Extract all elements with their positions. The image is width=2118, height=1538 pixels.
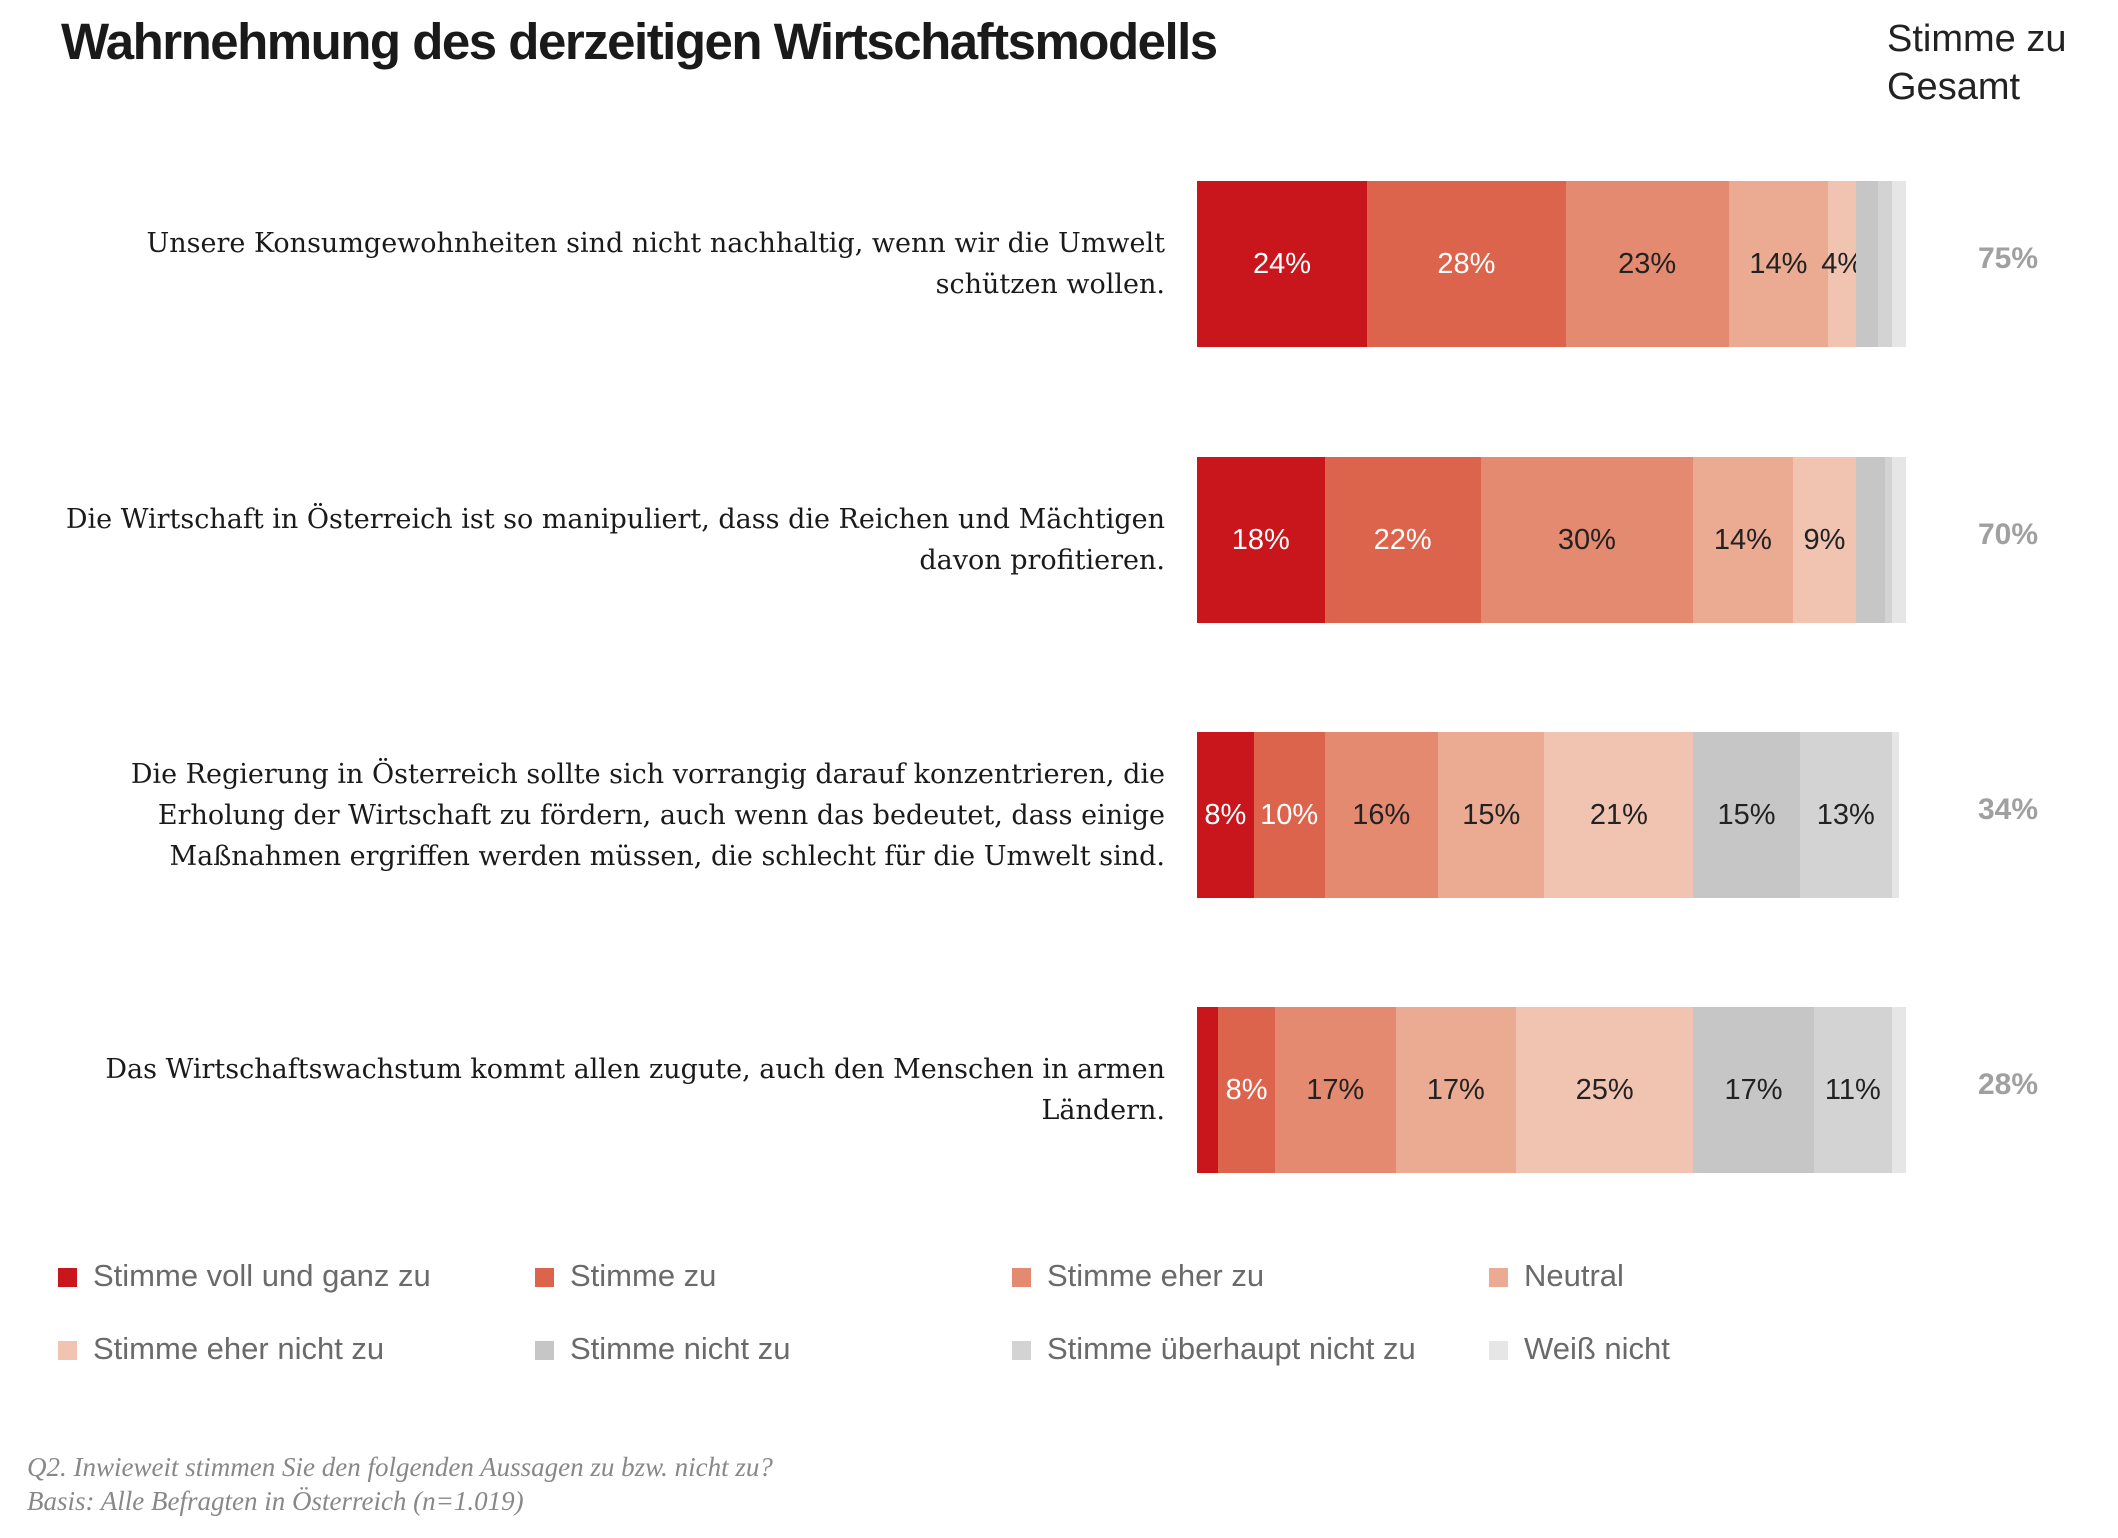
bar-segment: 30% <box>1480 457 1694 623</box>
value-label: 17% <box>1426 1073 1485 1106</box>
legend-swatch <box>535 1341 554 1360</box>
total-value: 70% <box>1977 518 2039 551</box>
bar-segment <box>1891 181 1906 347</box>
bar-segment: 17% <box>1693 1007 1814 1173</box>
bar-segment: 28% <box>1367 181 1566 347</box>
value-label: 21% <box>1589 798 1648 831</box>
value-label: 9% <box>1803 523 1846 556</box>
bar-segment: 8% <box>1218 1007 1275 1173</box>
value-label: 28% <box>1437 247 1496 280</box>
bar-segment: 17% <box>1395 1007 1517 1173</box>
bar-segment: 11% <box>1813 1007 1892 1173</box>
legend-swatch <box>1012 1341 1031 1360</box>
bar-segment <box>1856 457 1885 623</box>
total-header: Stimme zu <box>1887 18 2067 60</box>
bar-segment: 22% <box>1324 457 1481 623</box>
bar-segment: 24% <box>1197 181 1368 347</box>
value-label: 24% <box>1253 247 1312 280</box>
total-header: Gesamt <box>1887 66 2021 108</box>
value-label: 14% <box>1713 523 1772 556</box>
legend-label: Weiß nicht <box>1524 1331 1670 1366</box>
value-label: 25% <box>1575 1073 1634 1106</box>
value-label: 15% <box>1717 798 1776 831</box>
legend-swatch <box>1489 1341 1508 1360</box>
legend-swatch <box>1012 1268 1031 1287</box>
category-label: Die Regierung in Österreich sollte sich … <box>130 758 1165 872</box>
value-label: 10% <box>1260 798 1319 831</box>
legend-label: Neutral <box>1524 1258 1624 1293</box>
legend-label: Stimme überhaupt nicht zu <box>1047 1331 1416 1366</box>
legend-label: Stimme nicht zu <box>570 1331 791 1366</box>
total-value: 28% <box>1977 1068 2039 1101</box>
bar-segment <box>1197 1007 1219 1173</box>
legend-swatch <box>58 1341 77 1360</box>
value-label: 30% <box>1557 523 1616 556</box>
bar-segment <box>1891 457 1906 623</box>
bar-segment: 14% <box>1693 457 1793 623</box>
bar-segment <box>1891 732 1899 898</box>
bar-segment <box>1856 181 1878 347</box>
bar-segment: 9% <box>1792 457 1857 623</box>
footnote: Basis: Alle Befragten in Österreich (n=1… <box>27 1486 524 1516</box>
bar-segment: 13% <box>1799 732 1892 898</box>
bar-segment: 21% <box>1544 732 1694 898</box>
legend-label: Stimme zu <box>570 1258 717 1293</box>
category-label: Das Wirtschaftswachstum kommt allen zugu… <box>105 1054 1165 1126</box>
total-value: 75% <box>1977 242 2039 275</box>
category-label: Die Wirtschaft in Österreich ist so mani… <box>65 504 1165 576</box>
value-label: 18% <box>1231 523 1290 556</box>
bar-segment: 15% <box>1693 732 1800 898</box>
bar-segment <box>1884 457 1892 623</box>
value-label: 8% <box>1204 798 1247 831</box>
value-label: 17% <box>1306 1073 1365 1106</box>
footnote: Q2. Inwieweit stimmen Sie den folgenden … <box>27 1452 773 1482</box>
bar-segment: 14% <box>1728 181 1828 347</box>
bar-segment: 17% <box>1274 1007 1396 1173</box>
chart-title: Wahrnehmung des derzeitigen Wirtschaftsm… <box>61 13 1218 70</box>
bar-segment: 23% <box>1565 181 1729 347</box>
bar-segment <box>1891 1007 1906 1173</box>
bar-segment: 18% <box>1197 457 1325 623</box>
total-value: 34% <box>1977 793 2039 826</box>
bar-segment: 10% <box>1253 732 1325 898</box>
value-label: 17% <box>1724 1073 1783 1106</box>
legend-label: Stimme eher nicht zu <box>93 1331 385 1366</box>
bar-segment: 25% <box>1516 1007 1694 1173</box>
legend-swatch <box>58 1268 77 1287</box>
value-label: 8% <box>1225 1073 1268 1106</box>
bar-segment: 15% <box>1438 732 1545 898</box>
category-label: Unsere Konsumgewohnheiten sind nicht nac… <box>146 228 1165 300</box>
legend-swatch <box>1489 1268 1508 1287</box>
value-label: 23% <box>1618 247 1677 280</box>
value-label: 11% <box>1824 1073 1881 1106</box>
value-label: 14% <box>1749 247 1808 280</box>
legend-swatch <box>535 1268 554 1287</box>
value-label: 22% <box>1373 523 1432 556</box>
bar-segment: 16% <box>1324 732 1439 898</box>
legend-label: Stimme voll und ganz zu <box>93 1258 431 1293</box>
value-label: 13% <box>1816 798 1875 831</box>
bar-segment <box>1877 181 1892 347</box>
value-label: 16% <box>1352 798 1411 831</box>
bar-segment: 8% <box>1197 732 1254 898</box>
legend-label: Stimme eher zu <box>1047 1258 1265 1293</box>
value-label: 15% <box>1462 798 1521 831</box>
value-label: 4% <box>1821 247 1864 280</box>
bar-segment: 4% <box>1821 181 1863 347</box>
